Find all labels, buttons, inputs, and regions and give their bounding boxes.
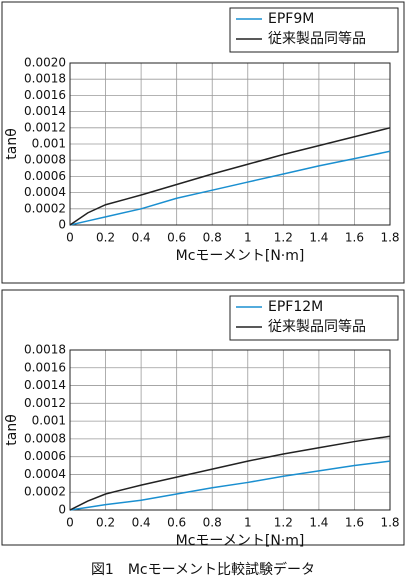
y-tick-label: 0.0002 (24, 485, 66, 499)
y-tick-label: 0.001 (32, 137, 66, 151)
x-tick-label: 1.2 (274, 516, 293, 530)
y-tick-label: 0.0016 (24, 88, 66, 102)
plot-frame (69, 349, 391, 511)
x-tick-label: 1.6 (345, 516, 364, 530)
x-tick-label: 0.8 (203, 516, 222, 530)
x-tick-label: 1 (244, 516, 252, 530)
x-tick-label: 1.8 (380, 231, 399, 245)
plot-frame (69, 62, 391, 226)
y-tick-label: 0.0012 (24, 396, 66, 410)
y-tick-label: 0.0012 (24, 120, 66, 134)
y-tick-label: 0.0006 (24, 169, 66, 183)
x-tick-label: 0 (66, 516, 74, 530)
series-line (69, 150, 391, 226)
x-axis-label: Mcモーメント[N·m] (176, 248, 305, 264)
x-tick-label: 1.4 (309, 231, 328, 245)
y-tick-label: 0.0020 (24, 56, 66, 70)
legend-label: 従来製品同等品 (268, 318, 366, 335)
series-line (69, 435, 391, 511)
legend-box (229, 295, 399, 341)
caption: 図1 Mcモーメント比較試験データ (91, 561, 315, 578)
y-axis-label: tanθ (4, 414, 20, 446)
x-tick-label: 0.4 (132, 231, 151, 245)
y-tick-label: 0.0006 (24, 449, 66, 463)
y-tick-label: 0.0004 (24, 467, 66, 481)
x-tick-label: 1 (244, 231, 252, 245)
y-tick-label: 0.001 (32, 414, 66, 428)
y-tick-label: 0.0008 (24, 153, 66, 167)
y-tick-label: 0.0014 (24, 378, 66, 392)
y-tick-label: 0.0018 (24, 72, 66, 86)
x-tick-label: 1.2 (274, 231, 293, 245)
x-tick-label: 0.8 (203, 231, 222, 245)
legend-label: EPF12M (268, 299, 323, 315)
x-axis-label: Mcモーメント[N·m] (176, 533, 305, 549)
x-tick-label: 0.2 (96, 231, 115, 245)
y-tick-label: 0.0014 (24, 104, 66, 118)
y-tick-label: 0.0008 (24, 431, 66, 445)
x-tick-label: 0.6 (167, 231, 186, 245)
legend-label: 従来製品同等品 (268, 30, 366, 47)
x-tick-label: 0.6 (167, 516, 186, 530)
y-tick-label: 0.0004 (24, 185, 66, 199)
x-tick-label: 1.8 (380, 516, 399, 530)
y-tick-label: 0.0018 (24, 343, 66, 357)
legend-label: EPF9M (268, 11, 314, 27)
series-line (69, 460, 391, 511)
x-tick-label: 0 (66, 231, 74, 245)
x-tick-label: 0.2 (96, 516, 115, 530)
x-tick-label: 0.4 (132, 516, 151, 530)
panel (1, 289, 405, 546)
series-line (69, 127, 391, 226)
y-tick-label: 0.0016 (24, 360, 66, 374)
y-tick-label: 0 (58, 503, 66, 517)
legend-box (229, 7, 399, 53)
y-tick-label: 0.0002 (24, 201, 66, 215)
x-tick-label: 1.4 (309, 516, 328, 530)
panel (1, 1, 405, 284)
y-tick-label: 0 (58, 218, 66, 232)
x-tick-label: 1.6 (345, 231, 364, 245)
y-axis-label: tanθ (4, 128, 20, 160)
